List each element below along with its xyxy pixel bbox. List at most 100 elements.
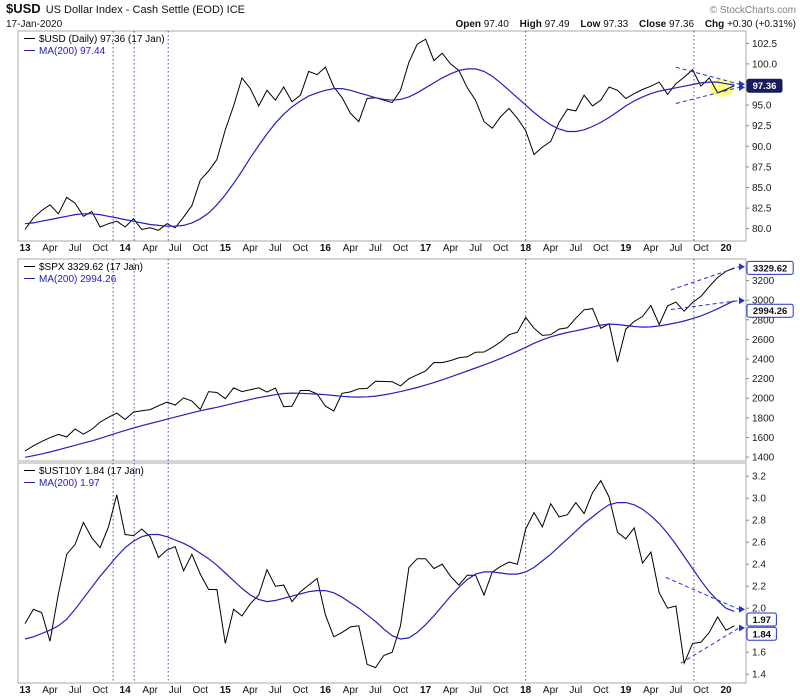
x-tick-label: 19 [620, 243, 632, 254]
x-tick-label: 14 [119, 685, 131, 696]
x-tick-label: Jul [469, 685, 482, 696]
legend-label: MA(200) 97.44 [39, 46, 106, 57]
chart-date: 17-Jan-2020 [6, 19, 63, 30]
line-sample-icon [24, 482, 35, 483]
svg-text:97.36: 97.36 [753, 81, 777, 92]
chg-label: Chg [704, 19, 725, 30]
line-sample-icon [24, 38, 35, 39]
legend-label: $USD (Daily) 97.36 (17 Jan) [39, 34, 165, 45]
svg-text:1400: 1400 [752, 453, 775, 462]
legend-item: $USD (Daily) 97.36 (17 Jan) [24, 34, 165, 46]
x-tick-label: 17 [420, 243, 432, 254]
spx-legend: $SPX 3329.62 (17 Jan) MA(200) 2994.26 [24, 262, 143, 286]
legend-label: $SPX 3329.62 (17 Jan) [39, 262, 143, 273]
x-tick-label: Apr [542, 685, 559, 696]
date-axis-top: 13 Apr Jul Oct 14 Apr Jul Oct 15 Apr Jul Oct 16 Apr Ju… [0, 242, 800, 258]
x-tick-label: Jul [369, 243, 382, 254]
x-tick-label: Apr [42, 685, 58, 696]
x-tick-label: Apr [42, 243, 58, 254]
x-tick-label: 20 [720, 685, 732, 696]
x-tick-label: Oct [693, 243, 709, 254]
ust10y-panel: 3.2 3.0 2.8 2.6 2.4 2.2 2.0 1.6 1.4 1.97 1.84 $UST… [0, 462, 800, 684]
svg-text:1.84: 1.84 [752, 629, 771, 640]
svg-text:2400: 2400 [752, 355, 775, 366]
x-tick-label: Jul [369, 685, 382, 696]
svg-text:2.6: 2.6 [752, 538, 766, 549]
svg-text:87.5: 87.5 [752, 162, 772, 173]
x-tick-label: Apr [442, 685, 459, 696]
chart-header: $USD US Dollar Index - Cash Settle (EOD) … [0, 0, 800, 31]
x-tick-label: Jul [68, 685, 82, 696]
legend-label: MA(200) 2994.26 [39, 274, 117, 285]
x-tick-label: Oct [92, 685, 108, 696]
x-tick-label: Jul [168, 243, 182, 254]
x-tick-label: Apr [142, 685, 158, 696]
svg-text:2.8: 2.8 [752, 516, 766, 527]
x-tick-label: Oct [492, 243, 509, 254]
low-value: 97.33 [603, 19, 629, 30]
x-tick-label: Jul [268, 685, 282, 696]
high-label: High [519, 19, 542, 30]
high-value: 97.49 [544, 19, 570, 30]
legend-item: MA(200) 1.97 [24, 478, 144, 490]
x-tick-label: 20 [720, 243, 732, 254]
x-tick-label: 18 [520, 685, 532, 696]
x-tick-label: Jul [669, 243, 683, 254]
ust10y-legend: $UST10Y 1.84 (17 Jan) MA(200) 1.97 [24, 466, 144, 490]
spx-panel: 3200 3000 2800 2600 2400 2200 2000 1800 1600 1400… [0, 258, 800, 462]
legend-label: $UST10Y 1.84 (17 Jan) [39, 466, 144, 477]
x-tick-label: Jul [268, 243, 282, 254]
x-tick-label: Jul [669, 685, 683, 696]
x-tick-label: 13 [19, 685, 31, 696]
x-tick-label: 16 [319, 243, 331, 254]
svg-text:1600: 1600 [752, 433, 775, 444]
usd-plot: 102.5 100.0 95.0 92.5 90.0 87.5 85.0 82.5 80.0 97… [17, 30, 783, 242]
svg-text:82.5: 82.5 [752, 204, 772, 215]
open-value: 97.40 [483, 19, 509, 30]
svg-text:3.0: 3.0 [752, 494, 766, 505]
spx-plot: 3200 3000 2800 2600 2400 2200 2000 1800 1600 1400… [17, 258, 794, 462]
legend-label: MA(200) 1.97 [39, 478, 100, 489]
svg-text:90.0: 90.0 [752, 142, 772, 153]
x-tick-label: Apr [142, 243, 158, 254]
x-tick-label: Jul [68, 243, 82, 254]
x-tick-label: Jul [168, 685, 182, 696]
x-tick-label: Apr [342, 685, 359, 696]
svg-text:85.0: 85.0 [752, 183, 772, 194]
x-tick-label: Oct [292, 243, 309, 254]
svg-text:2200: 2200 [752, 374, 775, 385]
line-sample-icon [24, 470, 35, 471]
x-tick-label: Apr [342, 243, 359, 254]
x-tick-label: 14 [119, 243, 131, 254]
svg-text:2000: 2000 [752, 394, 775, 405]
x-tick-label: 18 [520, 243, 532, 254]
x-tick-label: Jul [569, 243, 583, 254]
x-tick-label: Jul [469, 243, 482, 254]
x-tick-label: 13 [19, 243, 31, 254]
date-axis-bottom: 13 Apr Jul Oct 14 Apr Jul Oct 15 Apr Jul Oct 16 Apr Ju… [0, 684, 800, 700]
x-tick-label: 15 [219, 243, 231, 254]
svg-text:3000: 3000 [752, 296, 775, 307]
legend-item: $UST10Y 1.84 (17 Jan) [24, 466, 144, 478]
chg-value: +0.30 (+0.31%) [727, 19, 796, 30]
x-tick-label: 17 [420, 685, 432, 696]
x-tick-label: Apr [643, 685, 659, 696]
svg-text:80.0: 80.0 [752, 224, 772, 235]
svg-text:2.4: 2.4 [752, 560, 766, 571]
x-tick-label: 16 [319, 685, 331, 696]
line-sample-icon [24, 278, 35, 279]
x-tick-label: Oct [593, 685, 609, 696]
line-sample-icon [24, 266, 35, 267]
close-value: 97.36 [669, 19, 695, 30]
x-tick-label: Oct [192, 243, 209, 254]
legend-item: $SPX 3329.62 (17 Jan) [24, 262, 143, 274]
x-tick-label: Apr [542, 243, 559, 254]
usd-legend: $USD (Daily) 97.36 (17 Jan) MA(200) 97.4… [24, 34, 165, 58]
x-tick-label: Oct [392, 685, 409, 696]
x-tick-label: Oct [492, 685, 509, 696]
svg-text:2.2: 2.2 [752, 582, 766, 593]
x-tick-label: Oct [593, 243, 609, 254]
line-sample-icon [24, 50, 35, 51]
svg-text:3329.62: 3329.62 [753, 263, 787, 274]
svg-text:2994.26: 2994.26 [753, 306, 787, 317]
